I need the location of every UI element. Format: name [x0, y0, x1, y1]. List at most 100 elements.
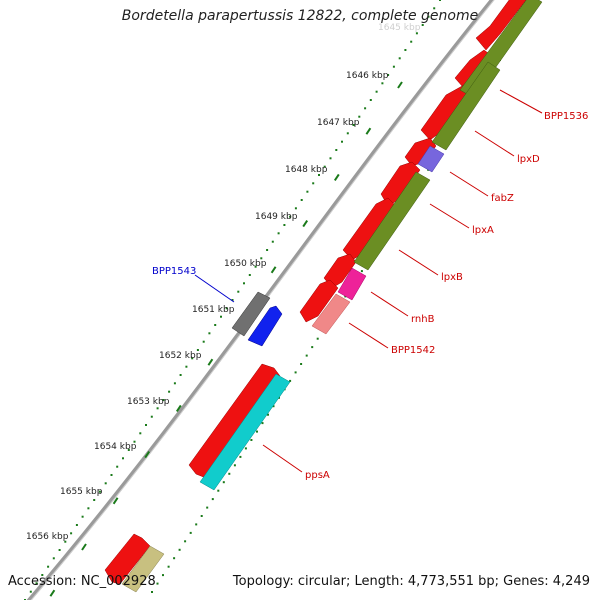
ruler-dot — [191, 357, 194, 360]
gene-feature-olive[interactable] — [431, 61, 501, 151]
gene-label[interactable]: BPP1543 — [152, 266, 196, 277]
gene-feature[interactable] — [299, 279, 339, 323]
ruler-dot — [162, 399, 165, 401]
ruler-dot — [346, 132, 349, 135]
ruler-dot — [358, 115, 361, 118]
ruler-dot — [225, 307, 228, 310]
accession-text: Accession: NC_002928 — [8, 574, 156, 589]
ruler-dot — [150, 415, 153, 418]
ruler-dot — [75, 524, 78, 526]
leader-line — [474, 130, 515, 157]
ruler-dot — [341, 140, 343, 143]
ruler-dot — [81, 515, 84, 518]
ruler-dot — [392, 65, 395, 68]
ruler-dot — [168, 390, 171, 393]
ruler-dot — [404, 49, 407, 51]
ruler-dot — [316, 337, 319, 340]
ruler-dot — [202, 340, 205, 343]
gene-track-forward — [121, 0, 543, 593]
gene-label[interactable]: fabZ — [491, 193, 514, 204]
ruler-dot — [387, 74, 390, 76]
ruler-dot — [173, 557, 176, 560]
gene-feature-fabZ[interactable] — [417, 145, 445, 173]
ruler-dot — [217, 489, 220, 492]
ruler-dots — [24, 0, 441, 600]
leader-line — [348, 322, 389, 349]
ruler-dot — [173, 382, 176, 385]
tick-label: 1645 kbp — [378, 23, 421, 33]
leader-line — [194, 274, 235, 303]
ruler-ticks — [49, 81, 403, 597]
ruler-dot — [289, 215, 292, 218]
genome-summary-text: Topology: circular; Length: 4,773,551 bp… — [232, 574, 590, 589]
ruler-dot — [162, 574, 164, 577]
gene-feature-BPP1542[interactable] — [311, 293, 351, 335]
ruler-dot — [185, 365, 188, 368]
ruler-dot — [381, 82, 384, 85]
gene-label[interactable]: BPP1542 — [391, 345, 435, 356]
ruler-dot — [189, 531, 192, 534]
gene-label[interactable]: lpxA — [472, 225, 494, 236]
gene-feature-rnhB[interactable] — [337, 267, 367, 301]
ruler-dot — [261, 422, 264, 425]
ruler-dot — [116, 465, 119, 468]
ruler-tick — [175, 404, 182, 412]
ruler-dot — [222, 481, 225, 484]
ruler-dot — [237, 290, 240, 293]
leader-line — [398, 249, 439, 276]
ruler-tick — [112, 497, 119, 505]
ruler-dot — [254, 265, 257, 268]
gene-feature[interactable] — [475, 0, 527, 51]
gene-feature-ppsA-cyan[interactable] — [199, 373, 291, 491]
ruler-dot — [283, 224, 286, 226]
ruler-dot — [29, 590, 32, 593]
ruler-dot — [352, 124, 355, 126]
ruler-dot — [127, 449, 130, 451]
ruler-dot — [93, 499, 96, 501]
ruler-dot — [195, 523, 198, 526]
ruler-tick — [144, 451, 151, 459]
gene-label[interactable]: lpxD — [517, 154, 540, 165]
ruler-dot — [256, 430, 258, 433]
gene-label[interactable]: rnhB — [411, 314, 435, 325]
ruler-dot — [145, 424, 147, 426]
ruler-dot — [220, 315, 222, 318]
gene-feature-gray[interactable] — [231, 291, 271, 337]
ruler-dot — [200, 515, 203, 517]
ruler-tick — [365, 127, 372, 135]
tick-label: 1647 kbp — [317, 118, 360, 128]
gene-label-leaders — [194, 89, 543, 473]
tick-label: 1654 kbp — [94, 442, 137, 452]
tick-label: 1648 kbp — [285, 165, 328, 175]
ruler-dot — [98, 490, 101, 493]
ruler-dot — [398, 57, 401, 60]
ruler-dot — [266, 249, 269, 251]
ruler-tick — [270, 266, 277, 274]
ruler-dot — [41, 574, 44, 576]
ruler-dot — [305, 354, 308, 357]
gene-feature-olive[interactable] — [353, 171, 431, 271]
ruler-dot — [267, 413, 269, 416]
gene-label[interactable]: lpxB — [441, 272, 463, 283]
ruler-dot — [272, 405, 275, 408]
ruler-tick — [333, 173, 340, 181]
ruler-dot — [335, 149, 338, 151]
ruler-dot — [323, 165, 326, 168]
gene-label[interactable]: BPP1536 — [544, 111, 588, 122]
ruler-dot — [122, 457, 124, 460]
ruler-tick — [81, 543, 87, 551]
leader-line — [429, 203, 470, 229]
tick-label: 1655 kbp — [60, 487, 103, 497]
ruler-dot — [439, 0, 441, 1]
ruler-dot — [179, 374, 182, 376]
gene-label[interactable]: ppsA — [305, 470, 330, 481]
ruler-dot — [110, 474, 113, 476]
ruler-dot — [421, 24, 424, 26]
leader-line — [449, 171, 489, 197]
gene-feature-khaki[interactable] — [121, 545, 165, 593]
ruler-dot — [300, 199, 303, 201]
ruler-dot — [133, 440, 136, 443]
ruler-dot — [52, 557, 55, 560]
gene-feature-BPP1543[interactable] — [247, 305, 283, 347]
ruler-dot — [178, 548, 181, 551]
